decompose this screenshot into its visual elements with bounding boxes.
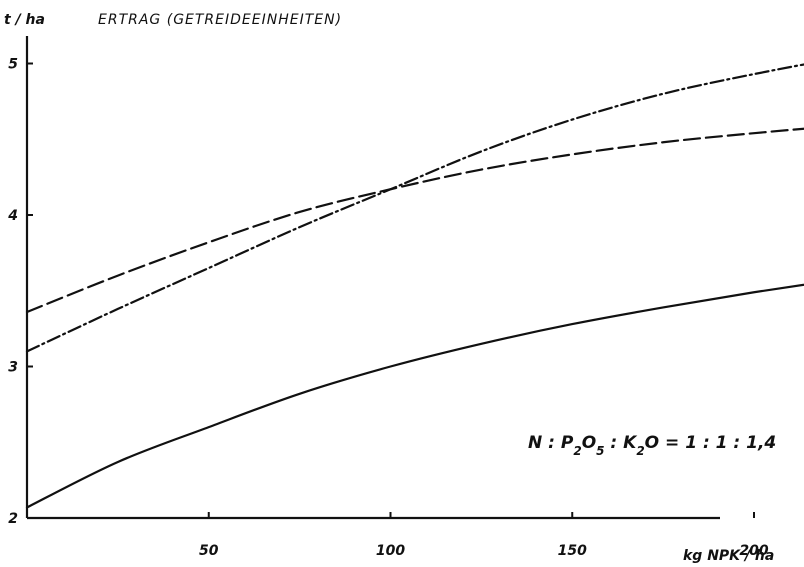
series-line-solid: [25, 283, 804, 509]
x-tick-label: 150: [558, 543, 587, 559]
x-tick-label: 50: [199, 543, 219, 559]
y-tick-label: 4: [7, 208, 18, 224]
x-tick-label: 100: [376, 543, 405, 559]
chart-title: ERTRAG (GETREIDEEINHEITEN): [98, 12, 342, 28]
ratio-annotation: N : P2O5 : K2O = 1 : 1 : 1,4: [528, 433, 776, 458]
y-tick-label: 3: [8, 360, 18, 376]
y-tick-label: 5: [8, 57, 18, 73]
series-line-dashed: [25, 127, 804, 314]
x-tick-label: 200: [739, 543, 768, 559]
x-axis-label: kg NPK / ha: [683, 548, 774, 564]
axis-ticks: 501001502002502345: [7, 57, 769, 560]
series-group: [25, 63, 804, 509]
series-line-dash-dot: [25, 63, 804, 353]
y-axis-label: t / ha: [4, 12, 45, 28]
y-tick-label: 2: [8, 511, 18, 527]
